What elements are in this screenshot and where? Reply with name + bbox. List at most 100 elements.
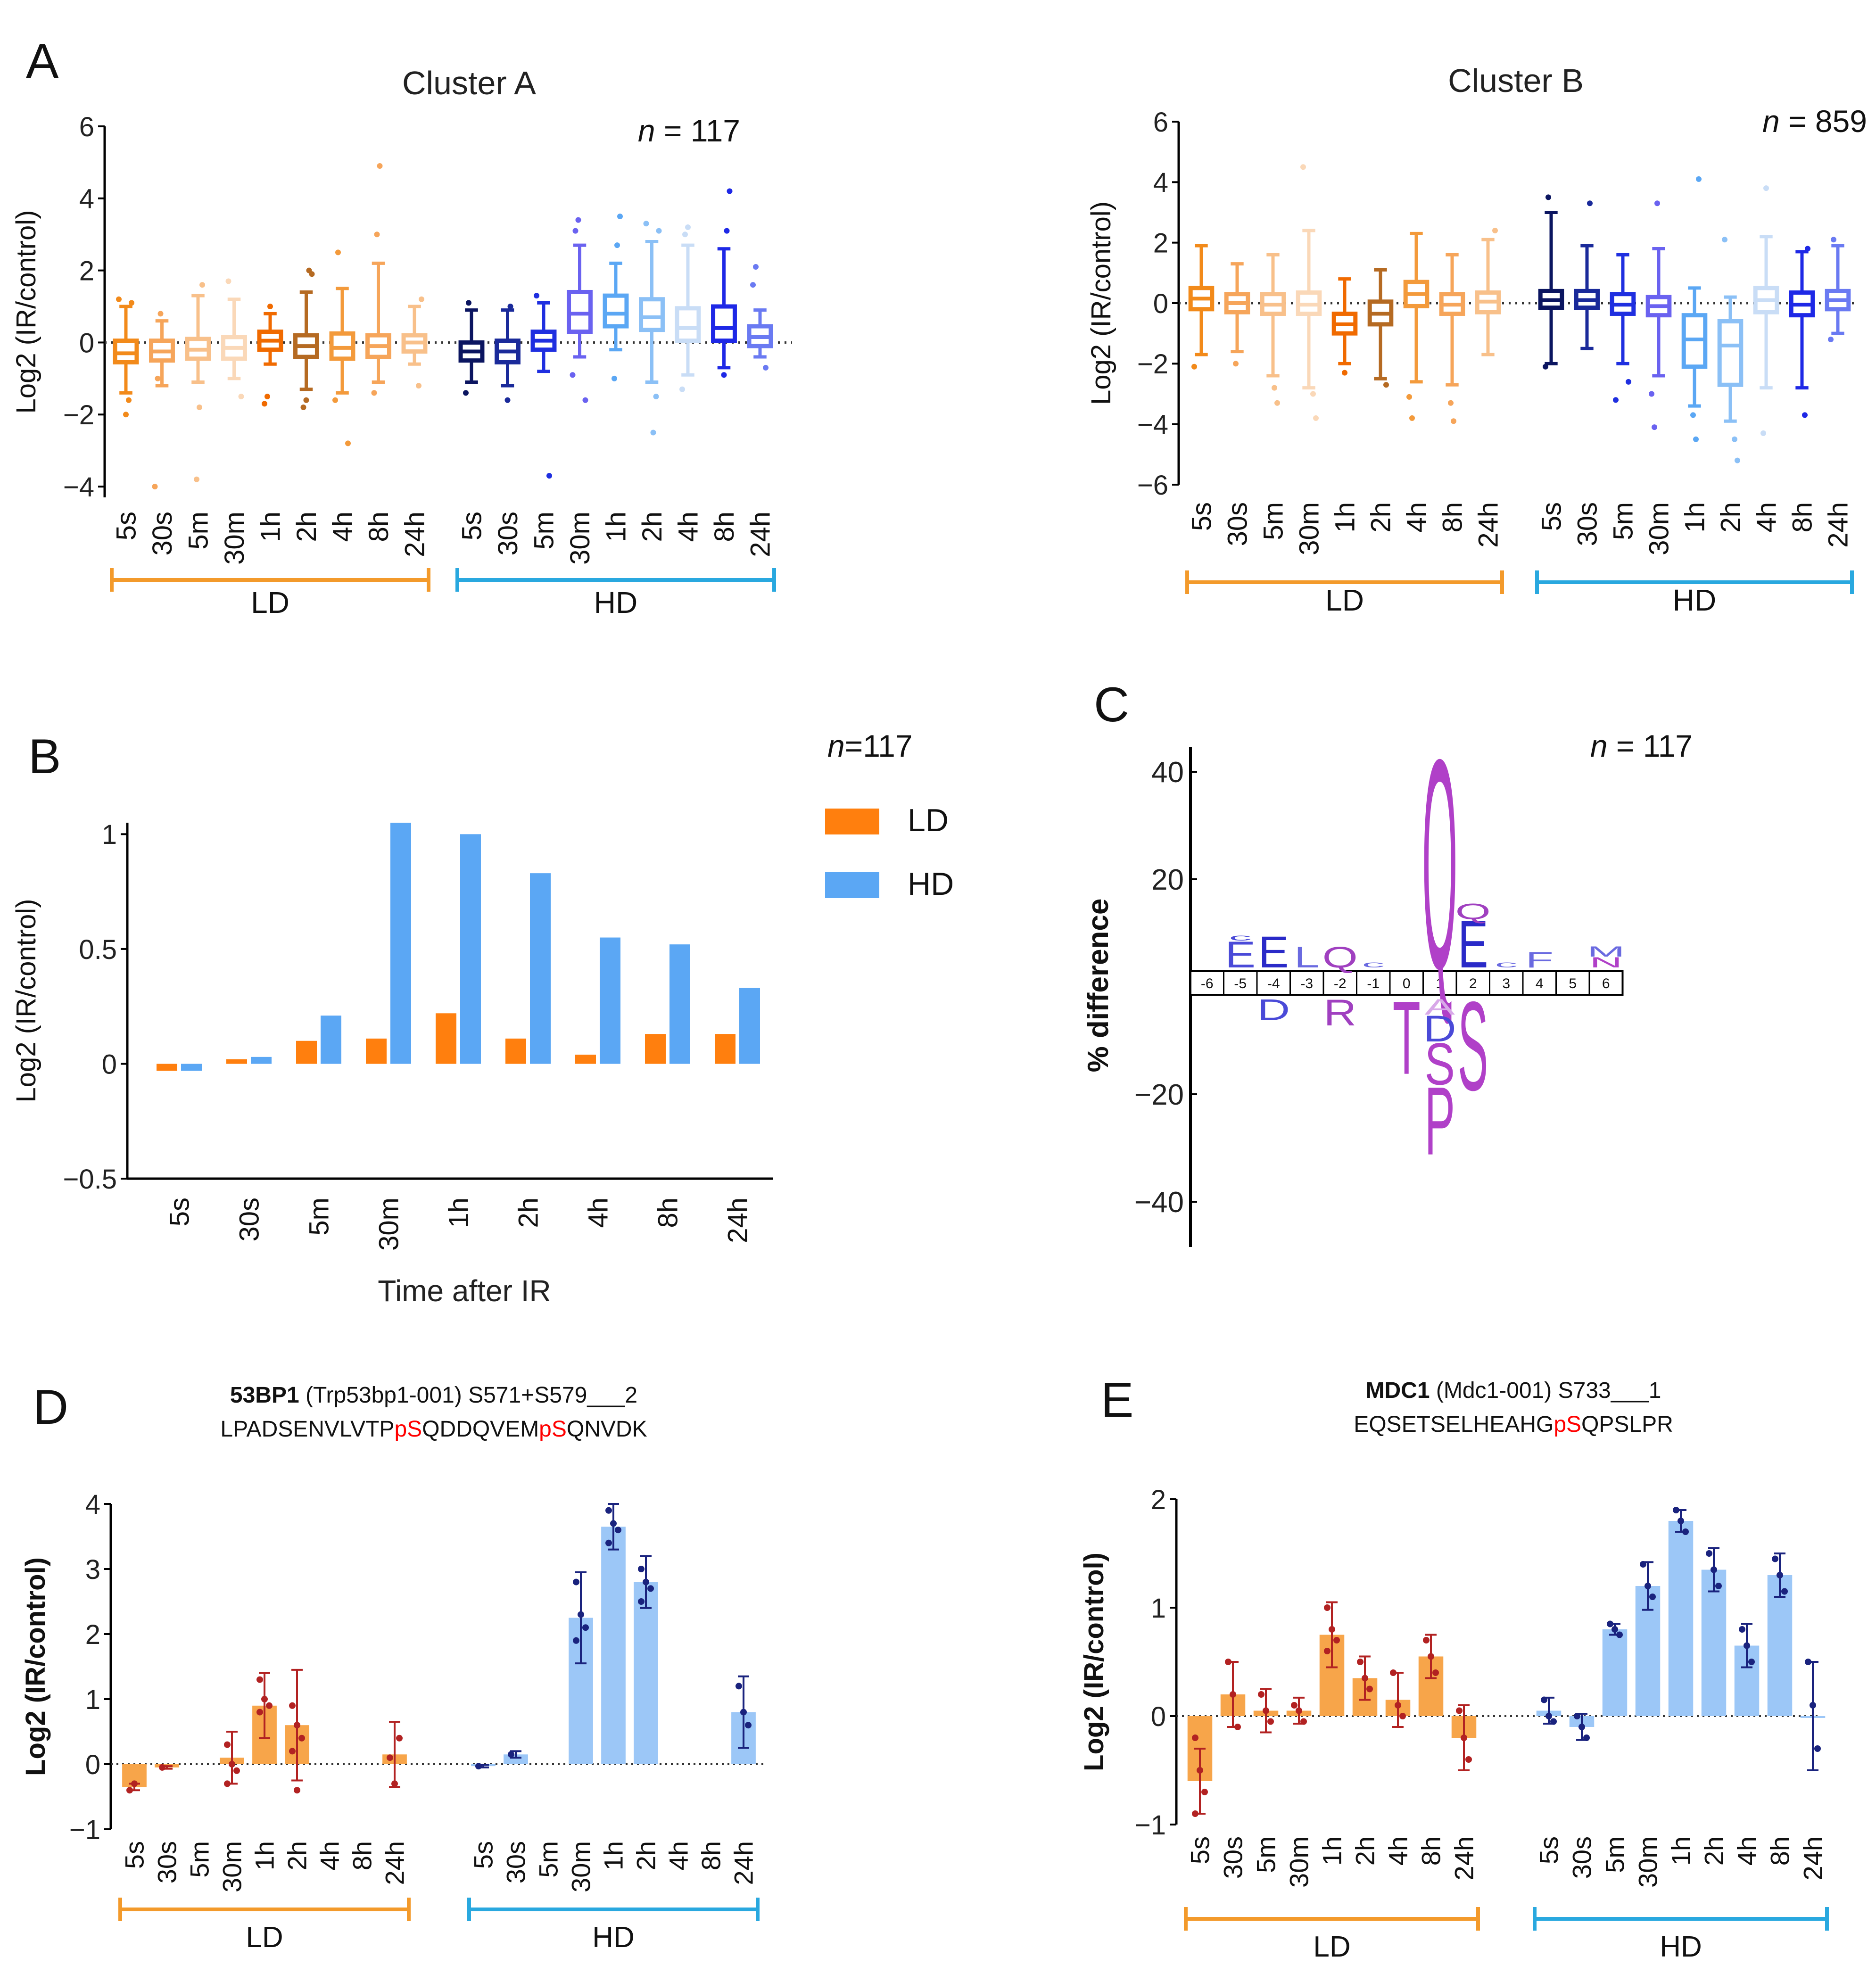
- box-11: [530, 293, 557, 479]
- outlier-point: [1274, 400, 1280, 406]
- bar-hd: [739, 988, 760, 1064]
- logo-letter: D: [1423, 1008, 1456, 1050]
- x-tick-label: 30s: [147, 512, 178, 556]
- box-2: [1260, 253, 1286, 406]
- bar-ld: [575, 1054, 596, 1064]
- replicate-point: [1197, 1767, 1203, 1774]
- logo-letter: Q: [1322, 941, 1358, 974]
- box-12: [567, 217, 593, 403]
- outlier-point: [374, 231, 380, 238]
- y-tick-label: −1: [69, 1815, 100, 1845]
- replicate-point: [1296, 1707, 1302, 1714]
- x-tick-label: 2h: [291, 512, 322, 542]
- legend-swatch-ld: [825, 809, 879, 834]
- y-tick-label: 0.5: [79, 934, 117, 965]
- outlier-point: [1652, 424, 1657, 430]
- replicate-point: [605, 1507, 612, 1514]
- bar-group-17: [1800, 1659, 1826, 1771]
- outlier-point: [653, 394, 659, 400]
- outlier-point: [753, 264, 759, 270]
- outlier-point: [1451, 418, 1456, 424]
- replicate-point: [1192, 1734, 1198, 1741]
- replicate-point: [1465, 1756, 1472, 1763]
- x-tick-label: 24h: [1449, 1836, 1479, 1880]
- bar-group-11: [1602, 1620, 1628, 1716]
- bar-group-16: [1767, 1553, 1793, 1716]
- bar-ld: [157, 1064, 177, 1071]
- outlier-point: [371, 390, 377, 396]
- outlier-point: [1649, 391, 1654, 397]
- x-tick-label: 5s: [111, 512, 141, 540]
- x-tick-label: 5m: [1258, 502, 1289, 540]
- bar-group-8: [1451, 1704, 1477, 1771]
- outlier-point: [303, 397, 309, 403]
- outlier-point: [335, 249, 341, 256]
- peptide-sequence: LPADSENVLVTPpSQDDQVEMpSQNVDK: [220, 1417, 647, 1442]
- box-2: [185, 282, 211, 482]
- replicate-point: [1748, 1659, 1755, 1665]
- outlier-point: [300, 404, 306, 410]
- logo-letter: Q: [1422, 697, 1457, 1031]
- replicate-point: [1333, 1637, 1340, 1643]
- gene-title: MDC1 (Mdc1-001) S733___1: [1366, 1378, 1661, 1403]
- x-tick-label: 30m: [1284, 1836, 1314, 1888]
- outlier-point: [262, 401, 267, 407]
- y-tick-label: 0: [85, 1750, 100, 1780]
- x-tick-label: 5s: [164, 1197, 195, 1226]
- x-tick-label: 2h: [1350, 1836, 1380, 1866]
- replicate-point: [1395, 1702, 1401, 1709]
- outlier-point: [416, 383, 421, 389]
- bar-group-10: [1569, 1713, 1595, 1741]
- position-label: -2: [1334, 976, 1347, 991]
- position-label: 5: [1569, 976, 1577, 991]
- replicate-point: [1814, 1745, 1821, 1752]
- box-17: [747, 264, 773, 371]
- bar-group-12: [569, 1571, 593, 1764]
- outlier-point: [238, 394, 244, 400]
- x-tick-label: 2h: [1699, 1836, 1729, 1866]
- legend-label-ld: LD: [908, 802, 949, 838]
- box-12: [1645, 200, 1672, 430]
- x-tick-label: 30s: [1222, 502, 1253, 546]
- logo-letter: T: [1393, 980, 1421, 1097]
- y-axis-title: Log2 (IR/control): [1079, 1553, 1109, 1771]
- box-13: [603, 214, 629, 381]
- outlier-point: [1300, 164, 1306, 170]
- outlier-point: [419, 296, 424, 302]
- panel-letter: A: [26, 34, 59, 89]
- outlier-point: [507, 304, 513, 310]
- position-strip: [1190, 970, 1624, 996]
- outlier-point: [1233, 361, 1239, 367]
- box-8: [1475, 228, 1501, 356]
- bar-group-17: [731, 1675, 756, 1764]
- replicate-point: [1645, 1583, 1651, 1589]
- replicate-point: [638, 1598, 645, 1605]
- replicate-point: [1461, 1734, 1467, 1741]
- x-tick-label: 5m: [183, 512, 214, 550]
- bar-ld: [226, 1059, 247, 1064]
- group-label: LD: [1325, 583, 1364, 617]
- box-7: [365, 163, 391, 396]
- bar: [601, 1527, 626, 1764]
- replicate-point: [578, 1611, 584, 1618]
- bar-ld: [296, 1041, 317, 1064]
- bar-group-1: [1220, 1659, 1246, 1730]
- replicate-point: [1616, 1631, 1623, 1638]
- box-10: [495, 304, 521, 403]
- replicate-point: [1432, 1669, 1439, 1676]
- outlier-point: [225, 278, 231, 284]
- outlier-point: [155, 375, 161, 381]
- bar-group-13: [601, 1503, 626, 1764]
- replicate-point: [294, 1787, 300, 1794]
- outlier-point: [1805, 246, 1810, 252]
- position-label: 4: [1536, 976, 1544, 991]
- box-1: [149, 311, 175, 490]
- bar-group-4: [1319, 1601, 1345, 1716]
- box-iqr: [1717, 319, 1744, 387]
- panel-letter: B: [28, 729, 61, 784]
- outlier-point: [614, 242, 620, 248]
- replicate-point: [643, 1578, 649, 1586]
- bar-hd: [181, 1064, 202, 1071]
